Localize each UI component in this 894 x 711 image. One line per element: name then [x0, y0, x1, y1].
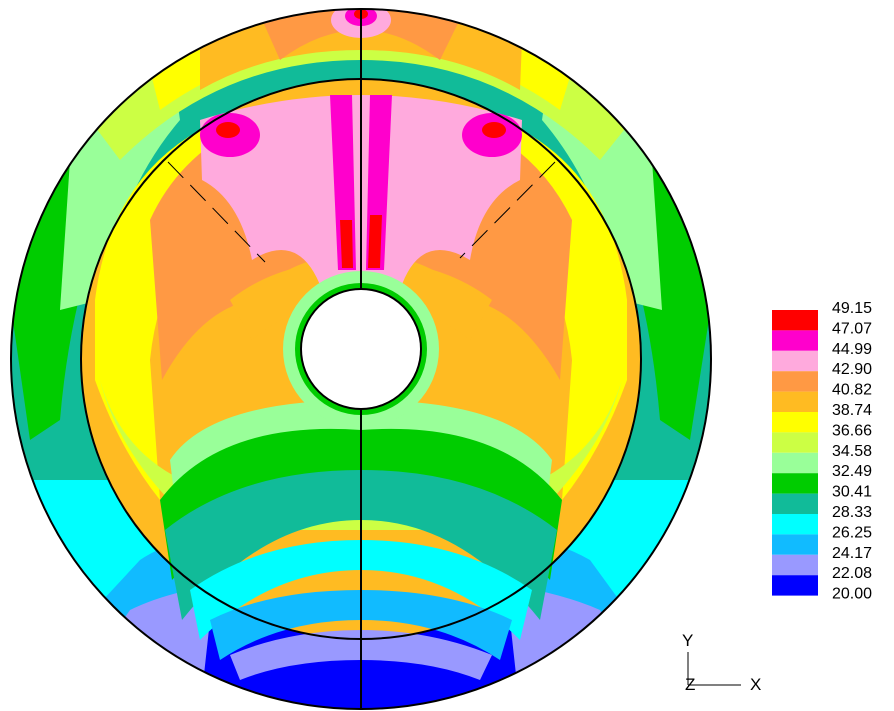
legend-swatch [772, 534, 818, 555]
y-axis-label: Y [682, 631, 693, 650]
legend-label: 20.00 [832, 586, 872, 603]
legend-swatch [772, 452, 818, 474]
legend-swatch [772, 493, 818, 514]
dashed-seam-right [459, 161, 556, 259]
spot-red-right [482, 122, 506, 138]
legend-label: 47.07 [832, 320, 872, 337]
legend-swatch [772, 391, 818, 412]
legend-label: 38.74 [832, 402, 872, 419]
legend-label: 49.15 [832, 300, 872, 317]
axis-triad: Y Z X [682, 631, 761, 694]
center-hole [300, 288, 422, 410]
z-axis-label: Z [685, 675, 695, 694]
legend-label: 22.08 [832, 565, 872, 582]
legend-swatch [772, 371, 818, 392]
band-top-peach-outer [260, 9, 462, 60]
inner-green [160, 428, 562, 580]
legend-label: 36.66 [832, 422, 872, 439]
legend-swatch [772, 432, 818, 453]
legend-swatch [772, 473, 818, 494]
x-axis-label: X [750, 675, 761, 694]
inner-cyan [190, 540, 532, 640]
dashed-seam-left [167, 161, 266, 263]
legend-label: 24.17 [832, 545, 872, 562]
legend-label: 34.58 [832, 443, 872, 460]
legend-swatch [772, 310, 818, 331]
spot-red-center-left [340, 220, 353, 268]
legend-label: 30.41 [832, 484, 872, 501]
legend-label: 42.90 [832, 361, 872, 378]
legend-swatch [772, 330, 818, 351]
legend-label: 40.82 [832, 382, 872, 399]
spot-red-left [216, 122, 240, 138]
legend-label: 28.33 [832, 504, 872, 521]
spot-red-center-right [368, 215, 382, 268]
legend-swatch [772, 514, 818, 535]
legend-swatch [772, 554, 818, 576]
legend-swatch [772, 575, 818, 596]
legend-label: 32.49 [832, 463, 872, 480]
legend-label: 44.99 [832, 341, 872, 358]
legend-swatch [772, 412, 818, 433]
inner-teal [165, 470, 557, 620]
legend-swatch [772, 350, 818, 372]
inner-lightblue [210, 590, 512, 660]
legend-label: 26.25 [832, 524, 872, 541]
color-legend: 49.15 47.07 44.99 42.90 40.82 38.74 36.66 34.58… [772, 300, 872, 603]
